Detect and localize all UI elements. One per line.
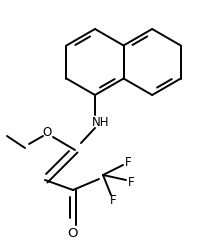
- Text: NH: NH: [92, 115, 110, 129]
- Text: F: F: [128, 176, 134, 190]
- Text: O: O: [68, 227, 78, 239]
- Text: F: F: [125, 155, 131, 169]
- Text: O: O: [42, 125, 52, 139]
- Text: F: F: [110, 194, 116, 206]
